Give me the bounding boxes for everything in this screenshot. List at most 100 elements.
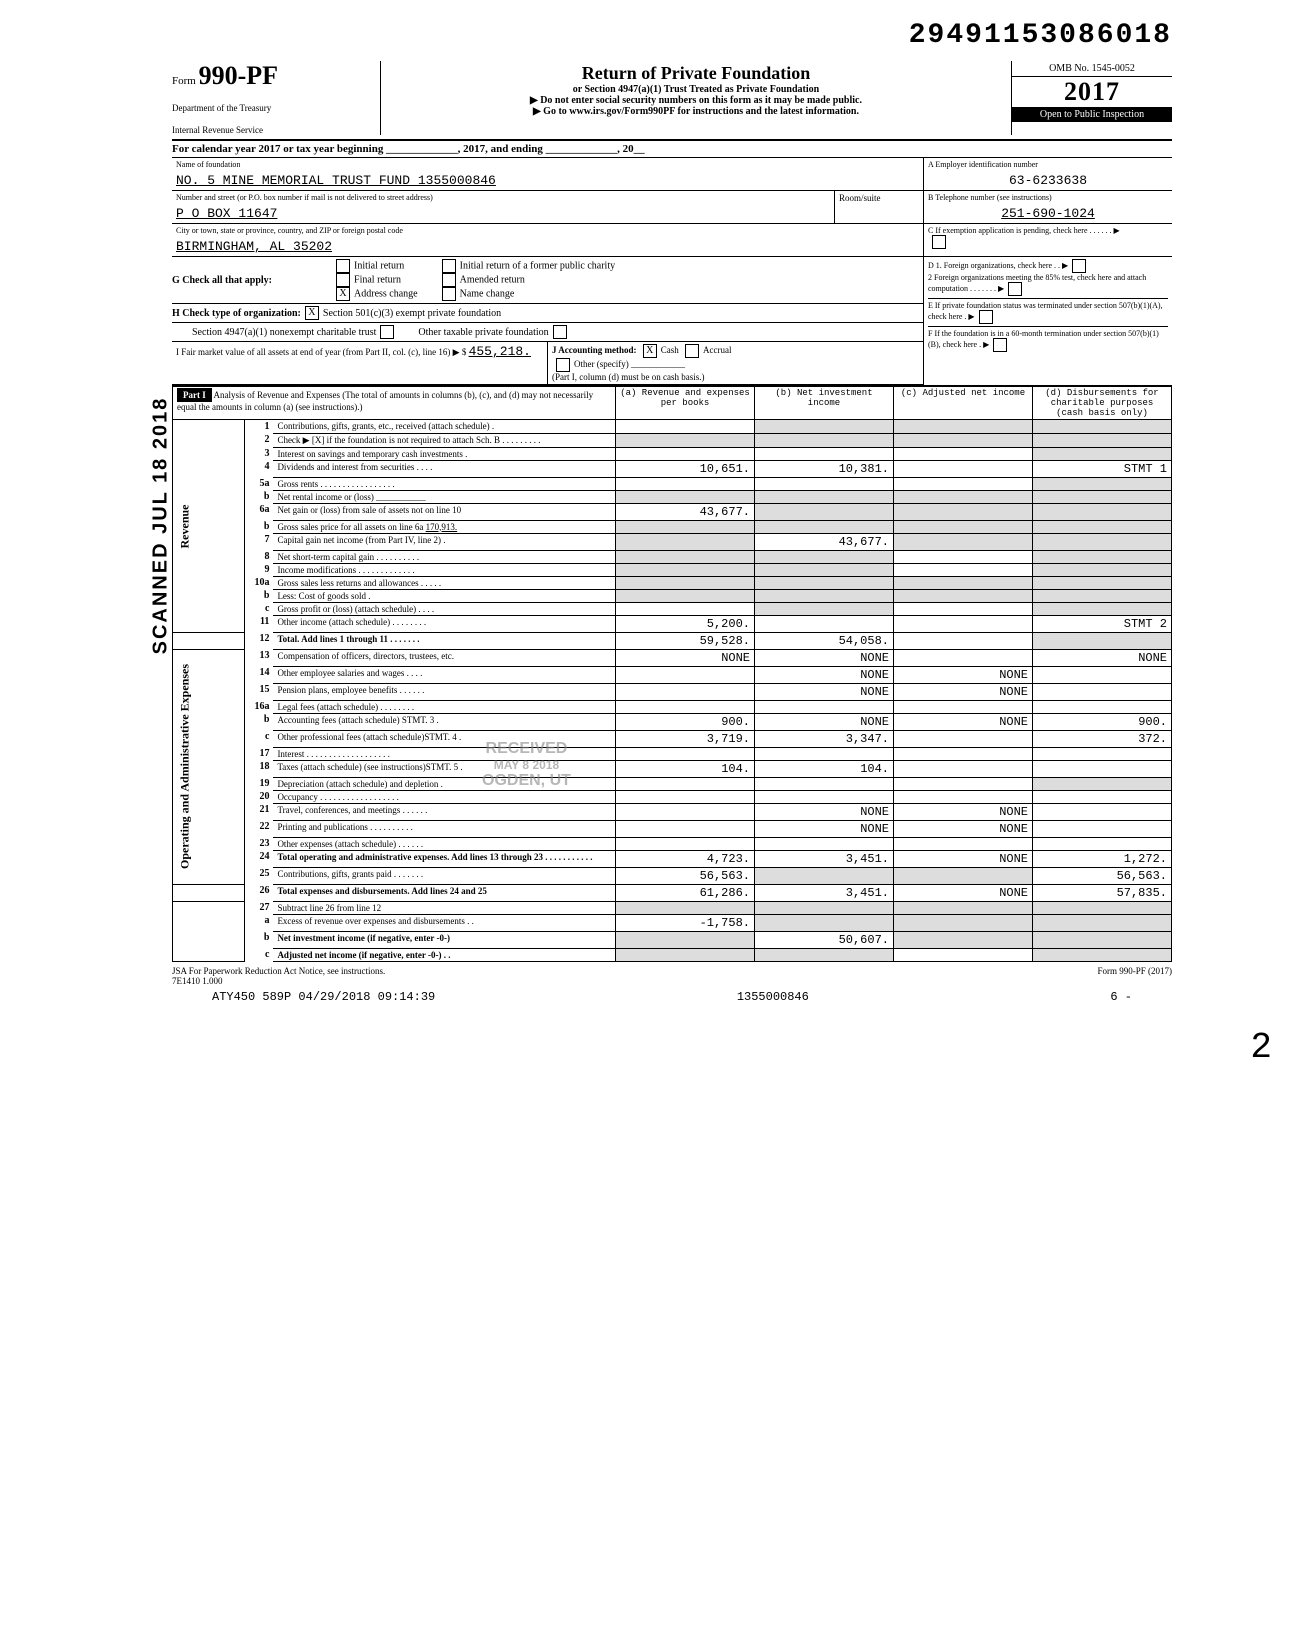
e-checkbox[interactable] (979, 310, 993, 324)
section-d2-label: 2 Foreign organizations meeting the 85% … (928, 273, 1146, 293)
revenue-section-label: Revenue (173, 420, 245, 633)
line-14-desc: Other employee salaries and wages . . . … (273, 666, 615, 683)
line-24-b: 3,451. (755, 850, 894, 867)
address-label: Number and street (or P.O. box number if… (176, 193, 830, 202)
name-change-checkbox[interactable] (442, 287, 456, 301)
line-16c-d: 372. (1033, 730, 1172, 747)
phone-label: B Telephone number (see instructions) (928, 193, 1168, 202)
section-c-checkbox[interactable] (932, 235, 946, 249)
ein-value: 63-6233638 (928, 169, 1168, 188)
expenses-section-label: Operating and Administrative Expenses (173, 649, 245, 884)
part1-header: Part I (177, 388, 212, 402)
fmv-value: 455,218. (469, 340, 531, 359)
other-taxable-checkbox[interactable] (553, 325, 567, 339)
line-11-a: 5,200. (616, 615, 755, 632)
line-21-desc: Travel, conferences, and meetings . . . … (273, 803, 615, 820)
line-13-desc: Compensation of officers, directors, tru… (273, 649, 615, 666)
col-c-header: (c) Adjusted net income (894, 387, 1033, 420)
initial-return-checkbox[interactable] (336, 259, 350, 273)
line-23-desc: Other expenses (attach schedule) . . . .… (273, 837, 615, 850)
opt-initial-return: Initial return (354, 260, 404, 271)
line-7-desc: Capital gain net income (from Part IV, l… (273, 533, 615, 550)
room-suite-label: Room/suite (834, 191, 923, 223)
line-27a-a: -1,758. (616, 914, 755, 931)
4947-checkbox[interactable] (380, 325, 394, 339)
d1-checkbox[interactable] (1072, 259, 1086, 273)
cash-checkbox[interactable]: X (643, 344, 657, 358)
col-b-header: (b) Net investment income (755, 387, 894, 420)
line-18-a: 104. (616, 760, 755, 777)
line-16b-c: NONE (894, 713, 1033, 730)
print-id: 1355000846 (737, 990, 809, 1004)
line-11-d: STMT 2 (1033, 615, 1172, 632)
line-10c-desc: Gross profit or (loss) (attach schedule)… (273, 602, 615, 615)
line-24-a: 4,723. (616, 850, 755, 867)
line-20-desc: Occupancy . . . . . . . . . . . . . . . … (273, 790, 615, 803)
accrual-checkbox[interactable] (685, 344, 699, 358)
final-return-checkbox[interactable] (336, 273, 350, 287)
ein-label: A Employer identification number (928, 160, 1168, 169)
dept-irs: Internal Revenue Service (172, 125, 372, 135)
line-13-b: NONE (755, 649, 894, 666)
line-4-b: 10,381. (755, 460, 894, 477)
line-16c-a: 3,719. (616, 730, 755, 747)
line-16b-a: 900. (616, 713, 755, 730)
address-change-checkbox[interactable]: X (336, 287, 350, 301)
address-value: P O BOX 11647 (176, 202, 830, 221)
calendar-year-line: For calendar year 2017 or tax year begin… (172, 141, 1172, 158)
line-4-desc: Dividends and interest from securities .… (273, 460, 615, 477)
line-25-desc: Contributions, gifts, grants paid . . . … (273, 867, 615, 884)
line-25-a: 56,563. (616, 867, 755, 884)
print-page: 6 - (1110, 990, 1132, 1004)
line-27a-desc: Excess of revenue over expenses and disb… (273, 914, 615, 931)
line-11-desc: Other income (attach schedule) . . . . .… (273, 615, 615, 632)
scan-stamp: SCANNED JUL 18 2018 (149, 396, 172, 654)
line-15-desc: Pension plans, employee benefits . . . .… (273, 683, 615, 700)
initial-former-checkbox[interactable] (442, 259, 456, 273)
line-27b-b: 50,607. (755, 931, 894, 948)
line-26-desc: Total expenses and disbursements. Add li… (277, 886, 486, 896)
line-21-b: NONE (755, 803, 894, 820)
tax-year: 2017 (1012, 77, 1172, 107)
form-prefix: Form (172, 75, 196, 87)
line-26-b: 3,451. (755, 884, 894, 901)
line-16a-desc: Legal fees (attach schedule) . . . . . .… (273, 700, 615, 713)
line-24-c: NONE (894, 850, 1033, 867)
line-13-d: NONE (1033, 649, 1172, 666)
line-6b-desc: Gross sales price for all assets on line… (277, 522, 423, 532)
line-26-c: NONE (894, 884, 1033, 901)
section-f-label: F If the foundation is in a 60-month ter… (928, 329, 1159, 349)
other-method-checkbox[interactable] (556, 358, 570, 372)
line-22-c: NONE (894, 820, 1033, 837)
line-5a-desc: Gross rents . . . . . . . . . . . . . . … (273, 477, 615, 490)
section-g-label: G Check all that apply: (172, 275, 272, 286)
section-j-label: J Accounting method: (552, 345, 637, 355)
opt-name-change: Name change (460, 288, 515, 299)
city-value: BIRMINGHAM, AL 35202 (176, 235, 919, 254)
line-25-d: 56,563. (1033, 867, 1172, 884)
line-16c-desc: Other professional fees (attach schedule… (273, 730, 615, 747)
501c3-checkbox[interactable]: X (305, 306, 319, 320)
d2-checkbox[interactable] (1008, 282, 1022, 296)
part1-title: Analysis of Revenue and Expenses (The to… (177, 390, 593, 412)
jsa-code: 7E1410 1.000 (172, 976, 223, 986)
line-27c-desc: Adjusted net income (if negative, enter … (277, 950, 450, 960)
page-number: 2 (1250, 1027, 1272, 1068)
form-subtitle-1: or Section 4947(a)(1) Trust Treated as P… (391, 84, 1001, 95)
line-10b-desc: Less: Cost of goods sold . (273, 589, 615, 602)
city-label: City or town, state or province, country… (176, 226, 919, 235)
paperwork-notice: JSA For Paperwork Reduction Act Notice, … (172, 966, 385, 976)
form-title: Return of Private Foundation (391, 63, 1001, 84)
col-a-header: (a) Revenue and expenses per books (616, 387, 755, 420)
omb-number: OMB No. 1545-0052 (1012, 61, 1172, 77)
form-page: SCANNED JUL 18 2018 29491153086018 Form … (172, 20, 1172, 1008)
form-subtitle-3: ▶ Go to www.irs.gov/Form990PF for instru… (391, 106, 1001, 117)
dept-treasury: Department of the Treasury (172, 103, 372, 113)
f-checkbox[interactable] (993, 338, 1007, 352)
line-6b-val: 170,913. (426, 522, 458, 532)
line-18-b: 104. (755, 760, 894, 777)
form-number: 990-PF (199, 61, 278, 90)
opt-initial-former: Initial return of a former public charit… (460, 260, 616, 271)
line-16b-desc: Accounting fees (attach schedule) STMT. … (273, 713, 615, 730)
amended-return-checkbox[interactable] (442, 273, 456, 287)
